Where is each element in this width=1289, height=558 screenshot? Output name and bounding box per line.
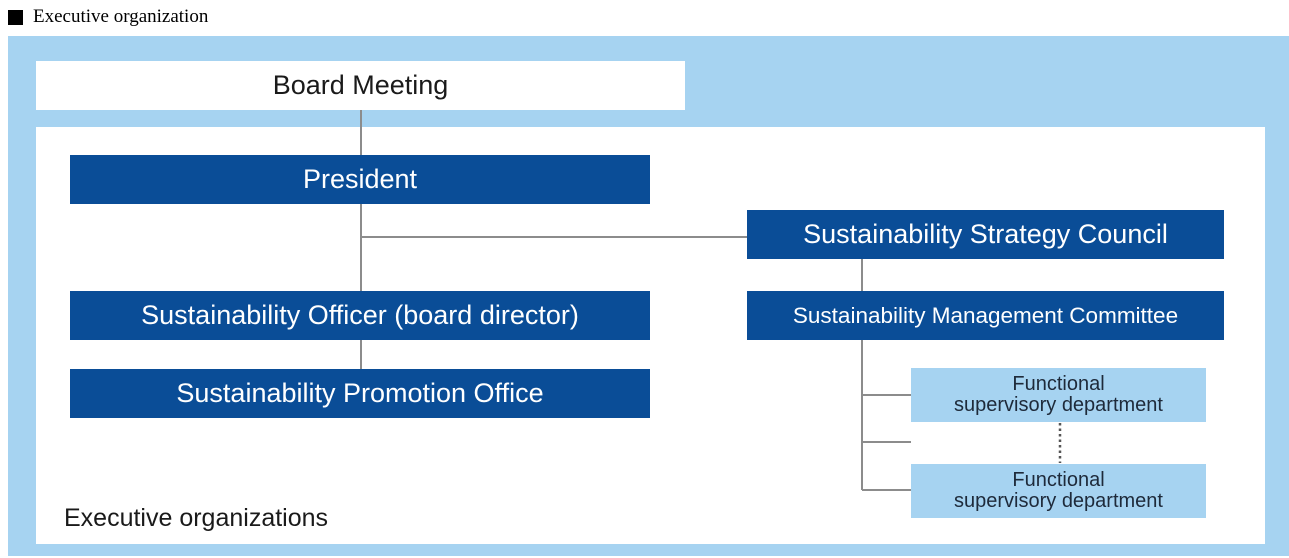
sustainability-management-committee-box: Sustainability Management Committee: [747, 291, 1224, 340]
executive-organizations-label: Executive organizations: [64, 504, 329, 532]
sustainability-officer-box: Sustainability Officer (board director): [70, 291, 650, 340]
board-meeting-label: Board Meeting: [272, 70, 449, 100]
functional-department-box-2: Functional supervisory department: [911, 464, 1206, 518]
sustainability-promotion-office-box: Sustainability Promotion Office: [70, 369, 650, 418]
board-meeting-box: Board Meeting: [36, 61, 685, 110]
functional-department-1-line1: Functional: [1012, 373, 1105, 395]
functional-department-box-1: Functional supervisory department: [911, 368, 1206, 422]
square-bullet-icon: [8, 9, 23, 25]
president-label: President: [302, 164, 418, 194]
sustainability-officer-label: Sustainability Officer (board director): [141, 300, 579, 330]
sustainability-strategy-council-box: Sustainability Strategy Council: [747, 210, 1224, 259]
functional-department-2-line2: supervisory department: [954, 490, 1163, 512]
sustainability-strategy-council-label: Sustainability Strategy Council: [803, 219, 1168, 249]
functional-department-2-line1: Functional: [1012, 469, 1105, 491]
sustainability-management-committee-label: Sustainability Management Committee: [792, 302, 1179, 328]
sustainability-promotion-office-label: Sustainability Promotion Office: [176, 378, 544, 408]
functional-department-1-line2: supervisory department: [954, 394, 1163, 416]
section-heading-text: Executive organization: [33, 6, 209, 27]
president-box: President: [70, 155, 650, 204]
section-heading: Executive organization: [8, 4, 208, 30]
